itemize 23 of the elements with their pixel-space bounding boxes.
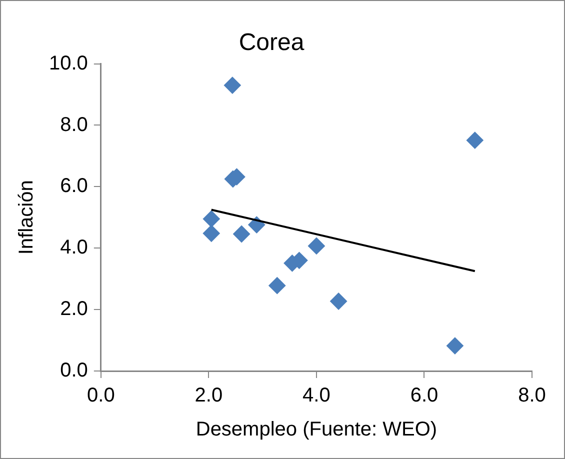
x-axis-title: Desempleo (Fuente: WEO) xyxy=(196,418,438,441)
y-tick-label: 8.0 xyxy=(60,114,88,136)
point xyxy=(308,237,325,254)
y-tick-label: 10.0 xyxy=(48,52,88,74)
y-axis-title: Inflación xyxy=(16,180,38,255)
point xyxy=(202,224,220,242)
y-tick-label: 2.0 xyxy=(60,298,88,320)
point xyxy=(446,337,464,354)
point xyxy=(202,210,220,228)
point xyxy=(466,132,484,149)
chart-title: Corea xyxy=(238,29,305,56)
x-tick-label: 2.0 xyxy=(194,384,223,407)
x-tick-label: 6.0 xyxy=(410,384,438,407)
x-tick-label: 8.0 xyxy=(518,384,546,407)
y-tick-label: 4.0 xyxy=(60,236,88,259)
point xyxy=(330,292,348,310)
point xyxy=(268,277,286,294)
y-tick-label: 0.0 xyxy=(60,360,88,382)
y-tick-label: 6.0 xyxy=(60,175,88,198)
point xyxy=(233,225,250,242)
x-tick-label: 0.0 xyxy=(87,384,115,407)
x-tick-label: 4.0 xyxy=(302,384,330,407)
point xyxy=(224,76,241,94)
